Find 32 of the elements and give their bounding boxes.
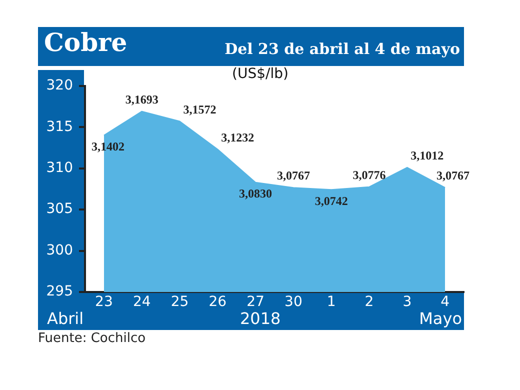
x-tick-label: 3: [402, 294, 412, 310]
data-label: 3,0776: [352, 168, 386, 182]
data-label: 3,0742: [314, 194, 348, 208]
chart-title: Cobre: [44, 28, 128, 57]
source-note: Fuente: Cochilco: [38, 331, 146, 346]
x-tick-label: 24: [132, 294, 151, 310]
x-tick-label: 1: [326, 294, 336, 310]
x-tick-label: 25: [170, 294, 189, 310]
data-label: 3,0830: [239, 186, 272, 200]
text: Abril: [47, 309, 84, 328]
text: Mayo: [419, 309, 462, 328]
x-tick-label: 2: [364, 294, 374, 310]
data-label: 3,1693: [125, 92, 158, 106]
data-label: 3,1572: [183, 102, 216, 116]
data-label: 3,0767: [436, 168, 470, 183]
x-tick-label: 27: [246, 294, 264, 310]
y-tick-label: 310: [46, 160, 73, 176]
data-label: 3,1012: [410, 148, 444, 163]
chart-subtitle: Del 23 de abril al 4 de mayo: [224, 40, 460, 58]
y-tick-label: 300: [46, 242, 73, 258]
x-tick-label: 23: [95, 294, 113, 310]
y-axis-title: (US$/lb): [232, 66, 288, 82]
y-tick-label: 320: [46, 78, 73, 94]
text: 2018: [240, 309, 281, 328]
x-tick-label: 30: [284, 294, 302, 310]
x-tick-label: 26: [208, 294, 227, 310]
y-tick-label: 295: [46, 284, 73, 300]
y-tick-label: 315: [46, 118, 73, 135]
y-tick-label: 305: [46, 201, 73, 218]
data-label: 3,1232: [221, 130, 254, 144]
x-tick-label: 4: [440, 294, 450, 310]
data-label: 3,0767: [276, 168, 310, 183]
